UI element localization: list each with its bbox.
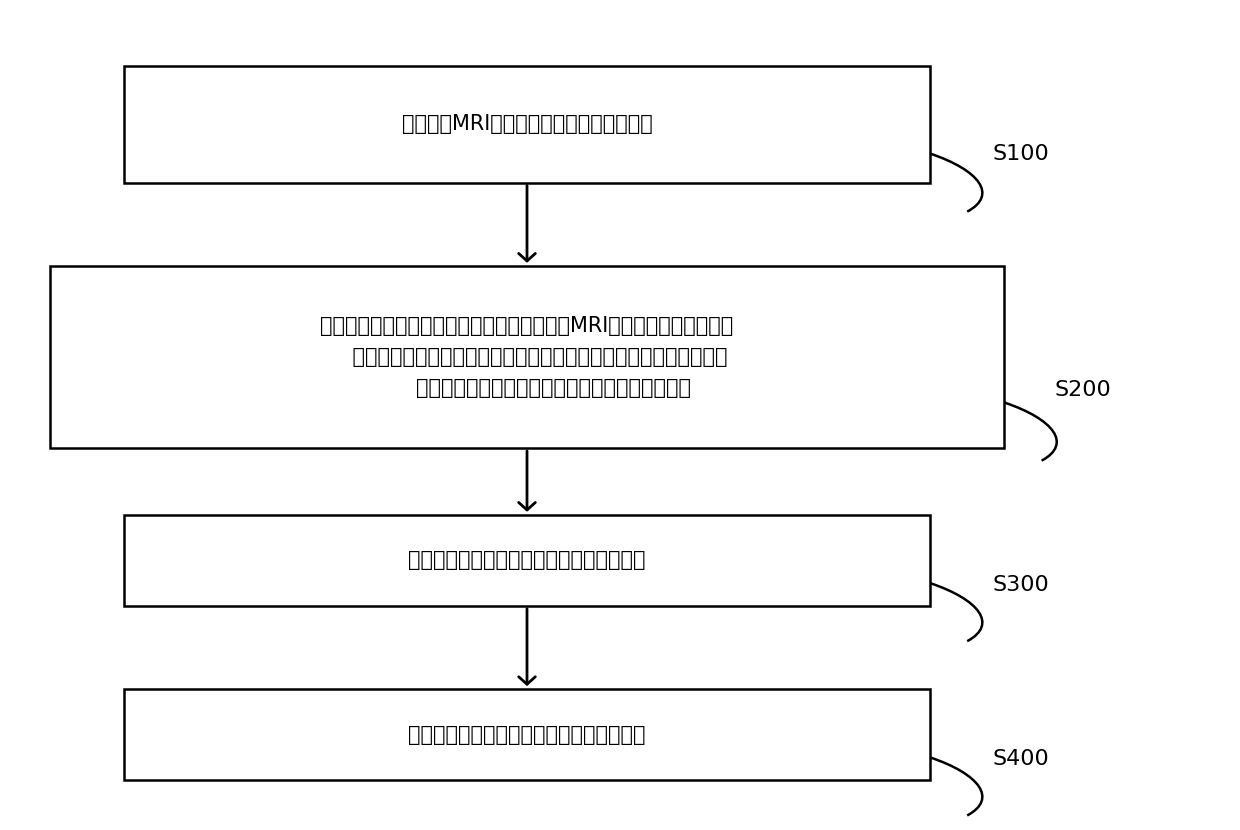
Text: S200: S200 bbox=[1054, 380, 1111, 400]
Text: 由鉴别网络将真实图像与生成的图像区分开: 由鉴别网络将真实图像与生成的图像区分开 bbox=[408, 725, 646, 745]
Text: S300: S300 bbox=[992, 575, 1049, 595]
Bar bbox=[124, 689, 930, 780]
Text: S100: S100 bbox=[992, 144, 1049, 164]
Text: 将合成图像和真实图像共同输入至鉴别网络: 将合成图像和真实图像共同输入至鉴别网络 bbox=[408, 550, 646, 570]
Bar bbox=[124, 515, 930, 606]
Bar bbox=[124, 66, 930, 183]
Text: S400: S400 bbox=[992, 749, 1049, 769]
Bar bbox=[50, 266, 1004, 448]
Text: 将不同的MRI模态的集体信息输入生成网络: 将不同的MRI模态的集体信息输入生成网络 bbox=[402, 115, 652, 134]
Text: 生成网络通过使用不同的编码器分别提取多种MRI模态的潜在信息表征；
    提取的潜在信息表征进一步传输到潜在空间处理网络进行集成处理；
        由解码: 生成网络通过使用不同的编码器分别提取多种MRI模态的潜在信息表征； 提取的潜在信… bbox=[320, 315, 734, 398]
